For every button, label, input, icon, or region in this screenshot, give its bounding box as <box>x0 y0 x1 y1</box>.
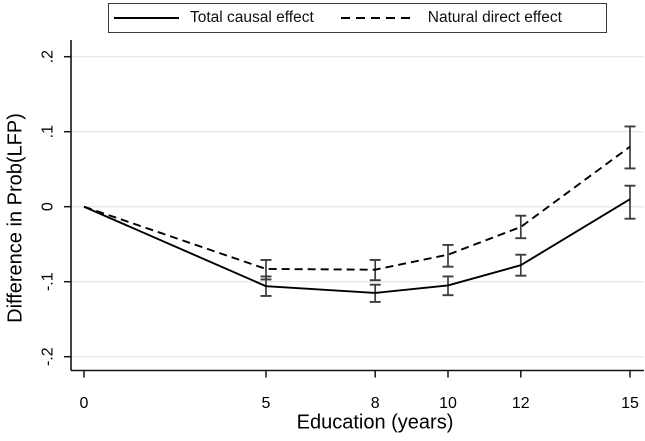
y-tick-label: -.2 <box>40 347 57 366</box>
legend-label-natural-direct-effect: Natural direct effect <box>427 9 562 26</box>
legend-entry-natural-direct-effect: Natural direct effect <box>340 9 562 27</box>
y-tick-label: -.1 <box>40 272 57 291</box>
dashed-line-sample-icon <box>340 17 411 19</box>
y-axis-title: Difference in Prob(LFP) <box>4 113 27 323</box>
series-line-solid <box>83 198 631 294</box>
y-tick-label: .1 <box>40 125 57 138</box>
legend-entry-total-causal-effect: Total causal effect <box>114 9 314 27</box>
series-line-dashed <box>83 145 631 271</box>
x-tick-label: 8 <box>371 395 380 412</box>
x-tick-label: 15 <box>621 395 639 412</box>
x-tick-label: 10 <box>439 395 457 412</box>
legend: Total causal effect Natural direct effec… <box>108 3 607 33</box>
legend-label-total-causal-effect: Total causal effect <box>190 9 314 26</box>
x-tick-label: 12 <box>512 395 530 412</box>
y-tick-label: .2 <box>40 50 57 63</box>
y-tick-label: 0 <box>40 202 57 211</box>
x-tick-label: 0 <box>80 395 89 412</box>
solid-line-sample-icon <box>114 17 179 19</box>
x-axis-title: Education (years) <box>296 411 454 434</box>
x-tick-label: 5 <box>262 395 271 412</box>
